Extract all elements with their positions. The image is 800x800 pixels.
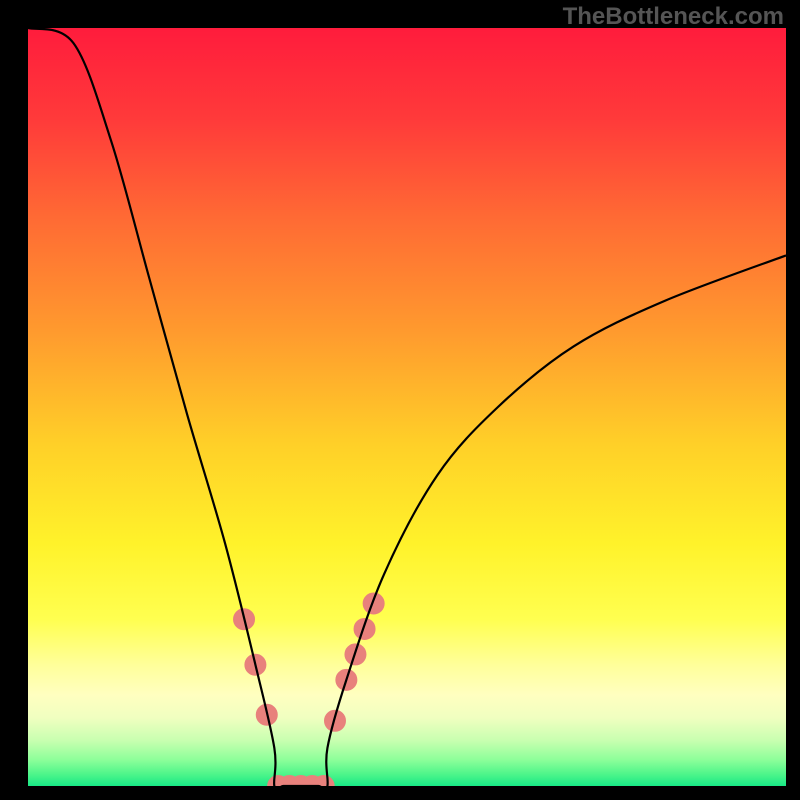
chart-background	[28, 28, 786, 786]
watermark-text: TheBottleneck.com	[563, 3, 784, 31]
marker-dot	[354, 618, 375, 639]
bottleneck-chart	[28, 28, 786, 786]
marker-dot	[363, 593, 384, 614]
